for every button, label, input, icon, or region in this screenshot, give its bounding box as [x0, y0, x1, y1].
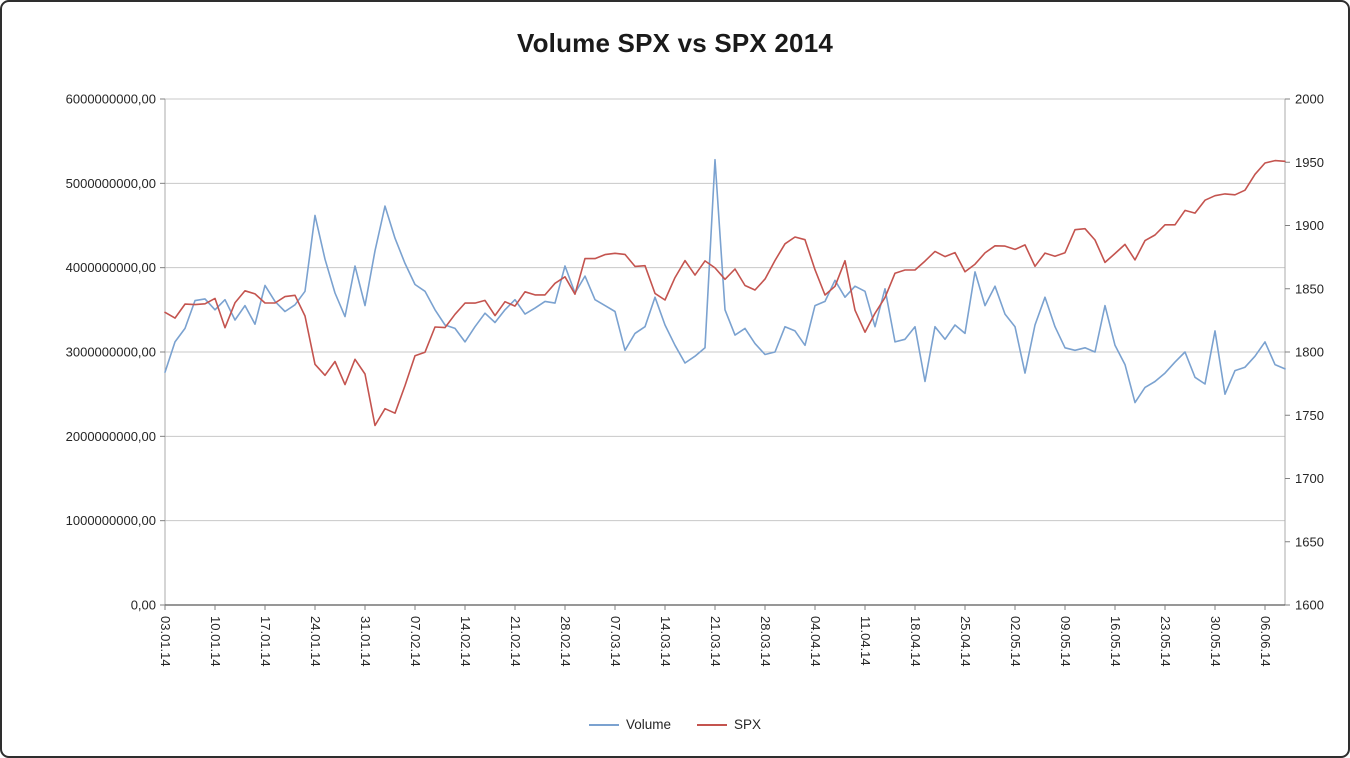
legend: Volume SPX — [2, 717, 1348, 732]
right-axis-label: 1900 — [1295, 218, 1324, 233]
x-axis-label: 28.02.14 — [558, 616, 573, 667]
right-axis-label: 1600 — [1295, 598, 1324, 613]
x-axis-label: 31.01.14 — [358, 616, 373, 667]
spx-line-icon — [697, 723, 727, 726]
right-axis-label: 1750 — [1295, 408, 1324, 423]
chart-title: Volume SPX vs SPX 2014 — [516, 28, 834, 58]
x-axis-label: 02.05.14 — [1008, 616, 1023, 667]
right-axis-label: 1800 — [1295, 345, 1324, 360]
right-axis-label: 1650 — [1295, 534, 1324, 549]
x-axis-label: 21.02.14 — [508, 616, 523, 667]
right-axis-label: 1700 — [1295, 471, 1324, 486]
right-axis-label: 1950 — [1295, 155, 1324, 170]
x-axis-label: 14.03.14 — [658, 616, 673, 667]
x-axis-label: 21.03.14 — [708, 616, 723, 667]
x-axis-label: 16.05.14 — [1108, 616, 1123, 667]
left-axis-label: 1000000000,00 — [66, 513, 156, 528]
x-axis-label: 14.02.14 — [458, 616, 473, 667]
x-axis-label: 11.04.14 — [858, 616, 873, 666]
left-axis-label: 0,00 — [131, 598, 156, 613]
left-axis-label: 6000000000,00 — [66, 92, 156, 107]
x-axis-label: 09.05.14 — [1058, 616, 1073, 667]
volume-line-icon — [588, 723, 619, 726]
volume-series-line — [164, 158, 1286, 404]
left-axis-label: 2000000000,00 — [66, 429, 156, 444]
left-axis-label: 3000000000,00 — [66, 345, 156, 360]
x-axis-label: 03.01.14 — [158, 616, 173, 667]
left-axis-label: 4000000000,00 — [66, 260, 156, 275]
spx-series-line — [164, 159, 1286, 427]
x-axis-label: 23.05.14 — [1158, 616, 1173, 667]
legend-item-volume: Volume — [588, 717, 671, 732]
legend-label-volume: Volume — [625, 717, 671, 732]
x-axis-label: 18.04.14 — [908, 616, 923, 667]
x-axis-label: 07.02.14 — [408, 616, 423, 667]
x-axis-label: 24.01.14 — [308, 616, 323, 667]
x-axis-label: 04.04.14 — [808, 616, 823, 667]
right-axis-label: 2000 — [1295, 92, 1324, 107]
x-axis-label: 17.01.14 — [258, 616, 273, 667]
x-axis-label: 28.03.14 — [758, 616, 773, 667]
legend-item-spx: SPX — [697, 717, 761, 732]
x-axis-label: 06.06.14 — [1258, 616, 1273, 667]
x-axis-label: 25.04.14 — [958, 616, 973, 667]
x-axis-label: 10.01.14 — [208, 616, 223, 667]
x-axis-label: 30.05.14 — [1208, 616, 1223, 667]
x-axis-label: 07.03.14 — [608, 616, 623, 667]
legend-label-spx: SPX — [734, 717, 762, 732]
left-axis-label: 5000000000,00 — [66, 176, 156, 191]
right-axis-label: 1850 — [1295, 281, 1324, 296]
